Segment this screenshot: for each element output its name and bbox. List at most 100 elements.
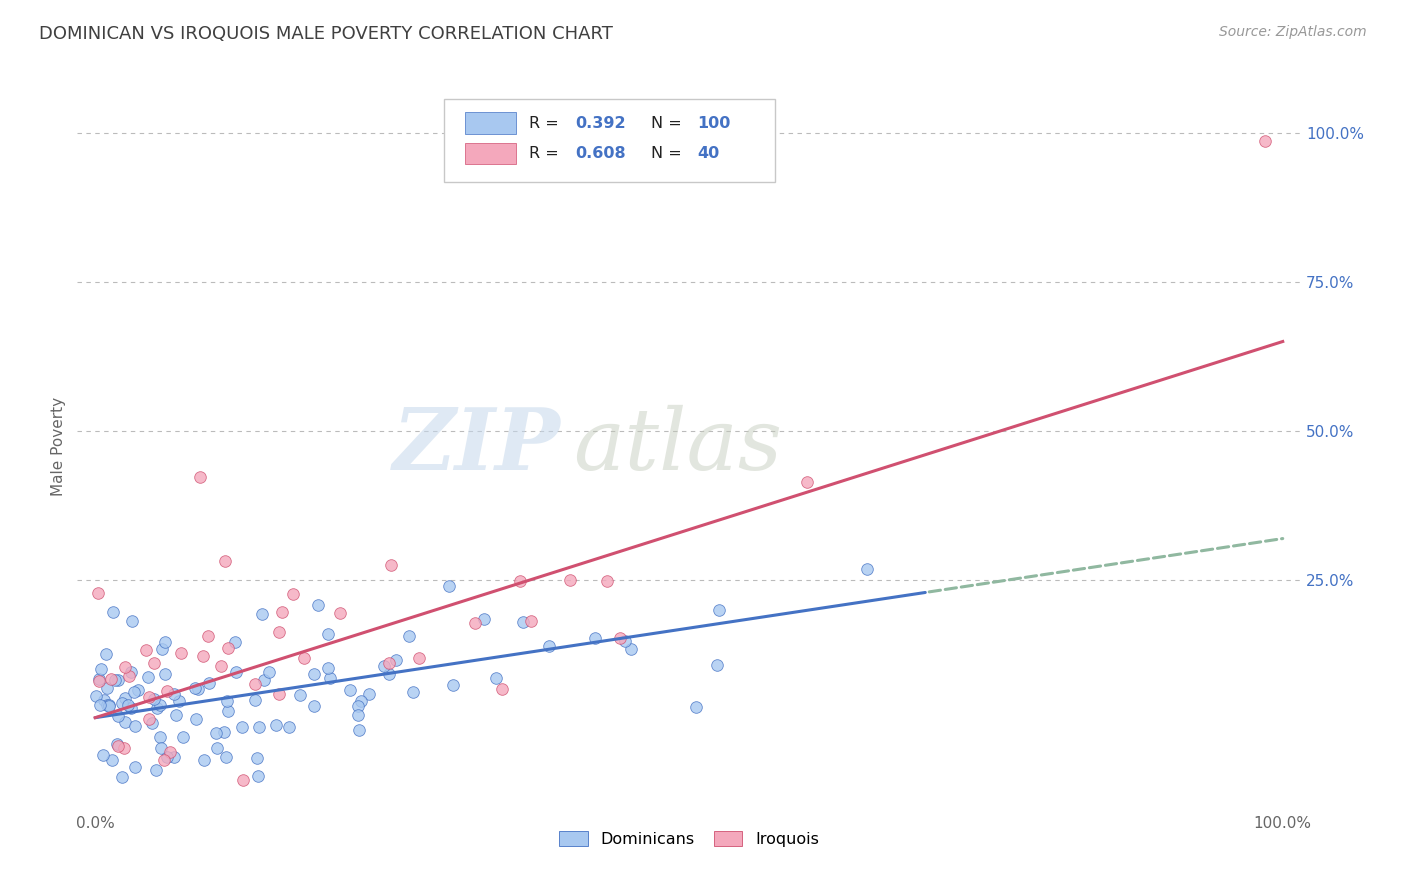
Point — [706, 658, 728, 673]
Point — [277, 719, 299, 733]
Point — [472, 612, 495, 626]
Point — [247, 720, 270, 734]
Point — [103, 605, 125, 619]
FancyBboxPatch shape — [465, 112, 516, 134]
Point — [398, 629, 420, 643]
Point — [267, 688, 290, 702]
Point — [231, 720, 253, 734]
Point — [145, 763, 167, 777]
Point — [87, 674, 110, 689]
Text: 0.608: 0.608 — [575, 146, 626, 161]
Point — [347, 699, 370, 714]
Point — [159, 745, 181, 759]
Point — [184, 712, 207, 726]
Point — [86, 585, 108, 599]
Point — [135, 643, 157, 657]
Point — [512, 615, 534, 629]
Point — [231, 772, 253, 787]
Point — [709, 603, 731, 617]
Point — [304, 698, 326, 713]
Point — [114, 691, 136, 706]
Point — [84, 689, 107, 703]
Point — [96, 681, 118, 696]
Point — [796, 475, 818, 490]
Text: Source: ZipAtlas.com: Source: ZipAtlas.com — [1219, 25, 1367, 39]
Point — [346, 708, 368, 723]
Point — [485, 671, 508, 685]
Point — [111, 696, 134, 710]
Point — [122, 685, 145, 699]
Point — [114, 715, 136, 730]
Text: N =: N = — [651, 116, 688, 130]
Point — [281, 587, 304, 601]
Point — [316, 627, 339, 641]
Point — [149, 731, 172, 745]
Point — [246, 769, 269, 783]
Point — [121, 614, 143, 628]
Point — [264, 717, 287, 731]
Point — [385, 653, 408, 667]
Point — [198, 676, 221, 690]
Point — [464, 616, 486, 631]
Text: DOMINICAN VS IROQUOIS MALE POVERTY CORRELATION CHART: DOMINICAN VS IROQUOIS MALE POVERTY CORRE… — [39, 25, 613, 43]
Point — [378, 656, 401, 670]
Point — [127, 682, 149, 697]
Point — [143, 656, 166, 670]
Point — [319, 672, 342, 686]
Point — [402, 685, 425, 699]
Text: R =: R = — [529, 116, 564, 130]
Point — [150, 741, 173, 756]
Point — [224, 635, 246, 649]
Point — [509, 574, 531, 588]
Point — [350, 694, 373, 708]
Point — [191, 648, 214, 663]
Point — [685, 700, 707, 714]
Point — [141, 715, 163, 730]
Point — [538, 640, 561, 654]
Point — [613, 633, 636, 648]
Point — [107, 739, 129, 753]
Point — [246, 751, 269, 765]
Point — [217, 705, 239, 719]
Point — [138, 690, 160, 705]
Point — [329, 606, 352, 620]
Point — [93, 692, 115, 706]
Point — [118, 669, 141, 683]
Point — [104, 673, 127, 687]
Point — [124, 760, 146, 774]
Point — [519, 614, 541, 628]
Point — [491, 682, 513, 697]
Point — [124, 719, 146, 733]
Point — [114, 660, 136, 674]
Point — [105, 737, 128, 751]
Point — [243, 693, 266, 707]
Point — [183, 681, 205, 696]
Text: 40: 40 — [697, 146, 720, 161]
Point — [253, 673, 276, 687]
Point — [112, 740, 135, 755]
Point — [149, 698, 172, 713]
Point — [87, 672, 110, 686]
Point — [155, 683, 177, 698]
Point — [408, 650, 430, 665]
Point — [187, 682, 209, 697]
Point — [316, 661, 339, 675]
Point — [96, 698, 118, 712]
Point — [373, 659, 395, 673]
FancyBboxPatch shape — [444, 99, 775, 182]
Point — [205, 726, 228, 740]
Point — [290, 688, 312, 702]
Point — [120, 665, 142, 679]
Point — [347, 723, 370, 737]
Text: R =: R = — [529, 146, 564, 161]
Point — [150, 642, 173, 657]
Point — [609, 631, 631, 645]
Point — [90, 662, 112, 676]
Point — [163, 750, 186, 764]
Point — [215, 749, 238, 764]
Point — [107, 673, 129, 687]
Point — [307, 598, 329, 612]
Point — [93, 747, 115, 762]
Point — [441, 678, 464, 692]
Point — [163, 686, 186, 700]
